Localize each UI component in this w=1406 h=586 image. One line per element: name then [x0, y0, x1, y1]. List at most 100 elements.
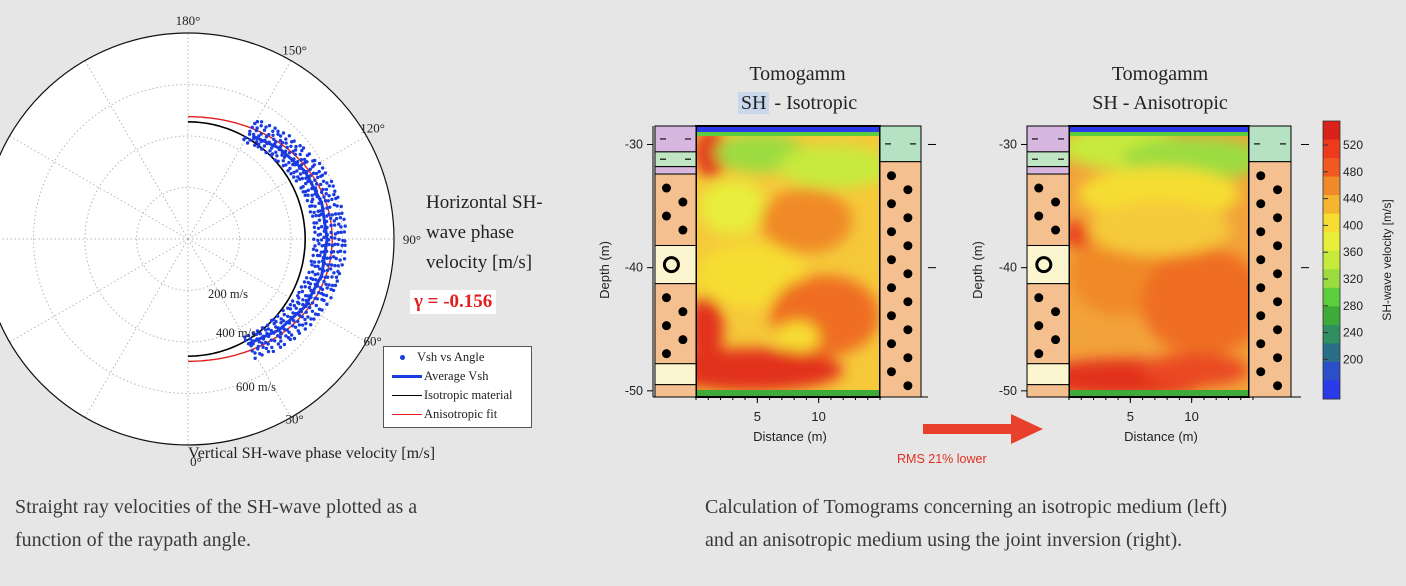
legend-dot-icon [400, 355, 405, 360]
vsh-data-point [318, 253, 322, 258]
vsh-data-point [307, 152, 311, 156]
tomo-field [1069, 126, 1249, 397]
vsh-data-point [304, 304, 308, 308]
vsh-data-point [269, 328, 273, 333]
vsh-data-point [267, 123, 272, 128]
polar-velocity-plot: 180° 150° 120° 90° 60° 30° 0° 200 m/s 400 m/s 600… [0, 0, 570, 470]
vsh-data-point [319, 200, 323, 204]
velocity-blob [696, 348, 844, 392]
vsh-data-point [312, 225, 317, 229]
vsh-data-point [320, 308, 324, 312]
vsh-data-point [329, 223, 333, 228]
vsh-data-point [313, 186, 318, 190]
tomo-top-edge [1069, 126, 1249, 132]
vsh-data-point [329, 263, 334, 267]
vsh-data-point [299, 163, 304, 167]
tomo-y-axis-label: Depth (m) [597, 241, 612, 299]
gravel-dot-icon [1256, 339, 1266, 349]
vsh-data-point [333, 263, 337, 268]
gravel-dot-icon [661, 183, 671, 193]
vsh-data-point [312, 290, 316, 295]
vsh-data-point [308, 174, 312, 178]
vsh-data-point [319, 225, 324, 229]
vsh-data-point [243, 335, 247, 339]
tomo-y-tick-label: -50 [999, 384, 1017, 398]
tomo-x-axis-label: Distance (m) [1124, 429, 1198, 444]
vsh-data-point [340, 263, 344, 267]
vsh-data-point [251, 339, 255, 343]
vsh-data-point [316, 238, 320, 243]
gravel-dot-icon [886, 171, 896, 181]
vsh-data-point [342, 217, 346, 221]
vsh-data-point [287, 160, 291, 165]
vsh-data-point [311, 277, 315, 281]
vsh-data-point [287, 134, 292, 138]
vsh-data-point [311, 270, 315, 274]
vsh-data-point [333, 236, 337, 240]
vsh-data-point [291, 311, 295, 315]
cobble-ring-icon [1035, 256, 1053, 274]
vsh-data-point [325, 268, 330, 273]
tomo-top-edge [696, 126, 880, 132]
gravel-dot-icon [903, 241, 913, 251]
vsh-data-point [250, 349, 254, 353]
vsh-data-point [294, 311, 298, 316]
vsh-data-point [324, 282, 328, 286]
vsh-data-point [296, 175, 300, 179]
tomo-left-title: Tomogamm SH - Isotropic [735, 60, 860, 118]
gravel-dot-icon [1256, 367, 1266, 377]
gravel-dot-icon [1273, 269, 1283, 279]
vsh-data-point [323, 275, 327, 279]
vsh-data-point [313, 158, 317, 163]
vsh-data-point [291, 324, 295, 328]
gravel-dot-icon [1273, 185, 1283, 195]
vsh-data-point [280, 150, 285, 154]
vsh-data-point [285, 328, 289, 332]
gamma-label: γ = -0.156 [410, 290, 497, 314]
vsh-data-point [330, 283, 335, 288]
vsh-data-point [261, 334, 265, 338]
vsh-data-point [293, 163, 297, 167]
tomogram-panel: Tomogamm SH - Isotropic Tomogamm SH - An… [585, 0, 1406, 480]
vsh-data-point [299, 310, 303, 314]
vsh-data-point [278, 138, 283, 143]
vsh-data-point [332, 255, 336, 259]
vsh-data-point [327, 283, 331, 287]
gravel-dot-icon [1273, 353, 1283, 363]
vsh-data-point [273, 158, 277, 162]
velocity-blob [696, 296, 724, 362]
vsh-data-point [295, 169, 299, 173]
vsh-data-point [303, 285, 307, 289]
vsh-data-point [292, 175, 296, 179]
vsh-data-point [263, 138, 267, 142]
vsh-data-point [288, 337, 292, 342]
vsh-data-point [317, 242, 321, 246]
vsh-data-point [330, 275, 334, 279]
gravel-dot-icon [1034, 211, 1044, 221]
log-layer [1026, 166, 1070, 175]
gravel-dot-icon [886, 227, 896, 237]
vsh-data-point [300, 148, 304, 153]
vsh-data-point [297, 323, 302, 327]
velocity-blob [1087, 201, 1231, 257]
vsh-data-point [324, 192, 328, 196]
polar-grid-circle [84, 135, 292, 343]
vsh-data-point [259, 139, 263, 144]
vsh-data-point [303, 193, 307, 197]
vsh-data-point [303, 317, 307, 322]
vsh-data-point [312, 260, 317, 264]
tomo-bottom-band [696, 390, 880, 397]
tomo-y-tick-label: -40 [625, 261, 643, 275]
vsh-data-point [329, 216, 333, 221]
gravel-dot-icon [661, 349, 671, 359]
vsh-data-point [320, 166, 325, 170]
tomo-x-tick-label: 10 [1184, 409, 1198, 424]
vsh-data-point [322, 250, 326, 254]
vsh-data-point [312, 163, 316, 167]
vsh-data-point [331, 288, 336, 293]
vsh-data-point [246, 333, 251, 338]
rms-note: RMS 21% lower [897, 452, 987, 466]
log-layer [654, 166, 697, 175]
colorbar-label: SH-wave velocity [m/s] [1380, 199, 1394, 320]
vsh-data-point [328, 256, 333, 260]
